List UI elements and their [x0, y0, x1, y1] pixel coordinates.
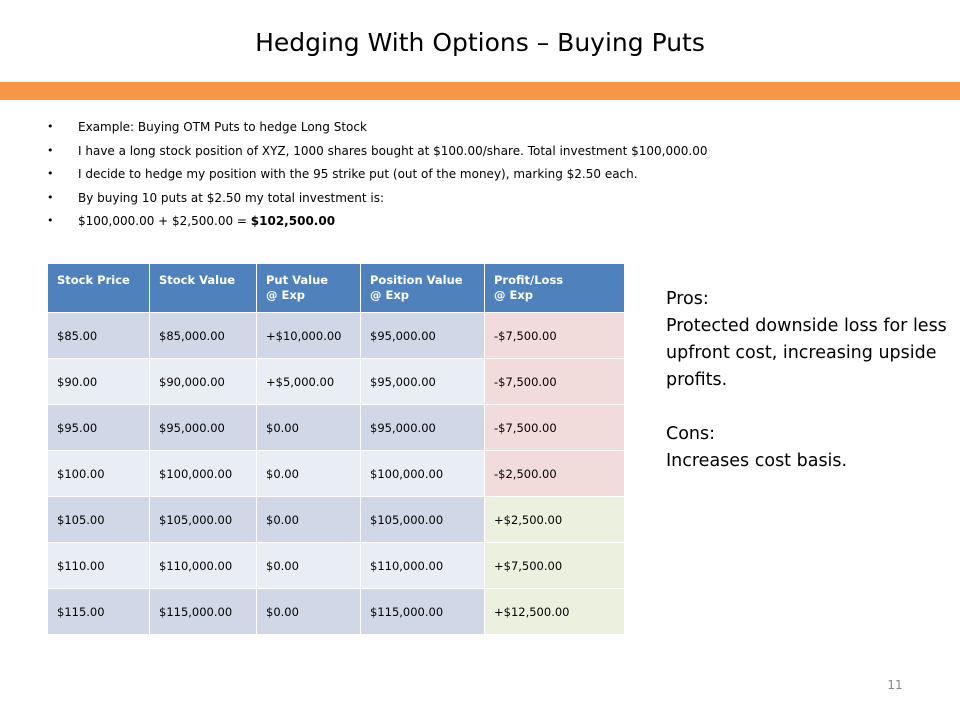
cell-position-value: $100,000.00 [360, 450, 485, 497]
header-put-value: Put Value @ Exp [256, 263, 361, 313]
cell-stock-value: $110,000.00 [149, 542, 257, 589]
cell-profit-loss: -$7,500.00 [484, 358, 625, 405]
table-row: $95.00 $95,000.00 $0.00 $95,000.00 -$7,5… [47, 404, 625, 451]
cons-label: Cons: [666, 424, 716, 444]
cell-stock-price: $95.00 [47, 404, 150, 451]
cell-position-value: $110,000.00 [360, 542, 485, 589]
cell-profit-loss: -$7,500.00 [484, 404, 625, 451]
cell-put-value: $0.00 [256, 542, 361, 589]
cell-put-value: +$10,000.00 [256, 312, 361, 359]
cell-put-value: $0.00 [256, 404, 361, 451]
header-stock-price: Stock Price [47, 263, 150, 313]
cell-stock-value: $90,000.00 [149, 358, 257, 405]
bullet-item: • By buying 10 puts at $2.50 my total inv… [47, 190, 385, 205]
cell-stock-price: $115.00 [47, 588, 150, 635]
spacer [666, 394, 956, 421]
page-number: 11 [887, 678, 903, 692]
cell-put-value: +$5,000.00 [256, 358, 361, 405]
cell-stock-price: $85.00 [47, 312, 150, 359]
pros-label: Pros: [666, 289, 709, 309]
table-row: $110.00 $110,000.00 $0.00 $110,000.00 +$… [47, 542, 625, 589]
table-row: $85.00 $85,000.00 +$10,000.00 $95,000.00… [47, 312, 625, 359]
cell-position-value: $105,000.00 [360, 496, 485, 543]
bullet-dot-icon: • [47, 214, 54, 227]
table-header-row: Stock Price Stock Value Put Value @ Exp P… [47, 263, 625, 313]
total-formula: $100,000.00 + $2,500.00 = [78, 214, 251, 228]
cell-stock-value: $115,000.00 [149, 588, 257, 635]
cell-position-value: $115,000.00 [360, 588, 485, 635]
bullet-item-total: • $100,000.00 + $2,500.00 = $102,500.00 [47, 212, 707, 236]
cell-stock-value: $105,000.00 [149, 496, 257, 543]
cell-position-value: $95,000.00 [360, 312, 485, 359]
table-row: $115.00 $115,000.00 $0.00 $115,000.00 +$… [47, 588, 625, 635]
bullet-item: • Example: Buying OTM Puts to hedge Long … [47, 120, 367, 134]
cons-text: Increases cost basis. [666, 451, 848, 471]
cell-stock-price: $110.00 [47, 542, 150, 589]
cell-position-value: $95,000.00 [360, 358, 485, 405]
table-row: $105.00 $105,000.00 $0.00 $105,000.00 +$… [47, 496, 625, 543]
cell-put-value: $0.00 [256, 588, 361, 635]
bullet-item: • I have a long stock position of XYZ, 10… [47, 143, 708, 158]
table-row: $90.00 $90,000.00 +$5,000.00 $95,000.00 … [47, 358, 625, 405]
bullet-dot-icon: • [47, 190, 54, 204]
cell-stock-price: $100.00 [47, 450, 150, 497]
cell-stock-price: $105.00 [47, 496, 150, 543]
slide-title: Hedging With Options – Buying Puts [255, 28, 705, 57]
cell-profit-loss: -$7,500.00 [484, 312, 625, 359]
header-stock-value: Stock Value [149, 263, 257, 313]
header-profit-loss: Profit/Loss @ Exp [484, 263, 625, 313]
bullet-item: • I decide to hedge my position with the … [47, 167, 638, 181]
bullet-list: • Example: Buying OTM Puts to hedge Long … [47, 118, 707, 236]
header-position-value: Position Value @ Exp [360, 263, 485, 313]
cell-put-value: $0.00 [256, 450, 361, 497]
bullet-dot-icon: • [47, 167, 54, 180]
cell-profit-loss: -$2,500.00 [484, 450, 625, 497]
cell-stock-price: $90.00 [47, 358, 150, 405]
pros-cons-panel: Pros: Protected downside loss for less u… [666, 286, 956, 475]
bullet-dot-icon: • [47, 143, 54, 157]
cell-stock-value: $95,000.00 [149, 404, 257, 451]
cell-profit-loss: +$12,500.00 [484, 588, 625, 635]
accent-bar [0, 82, 960, 100]
cell-position-value: $95,000.00 [360, 404, 485, 451]
cell-profit-loss: +$7,500.00 [484, 542, 625, 589]
cell-stock-value: $100,000.00 [149, 450, 257, 497]
total-amount: $102,500.00 [250, 214, 336, 228]
cell-stock-value: $85,000.00 [149, 312, 257, 359]
cell-profit-loss: +$2,500.00 [484, 496, 625, 543]
bullet-dot-icon: • [47, 120, 54, 133]
cell-put-value: $0.00 [256, 496, 361, 543]
pros-text: Protected downside loss for less upfront… [666, 316, 947, 390]
table-row: $100.00 $100,000.00 $0.00 $100,000.00 -$… [47, 450, 625, 497]
hedge-table: Stock Price Stock Value Put Value @ Exp P… [47, 263, 625, 635]
